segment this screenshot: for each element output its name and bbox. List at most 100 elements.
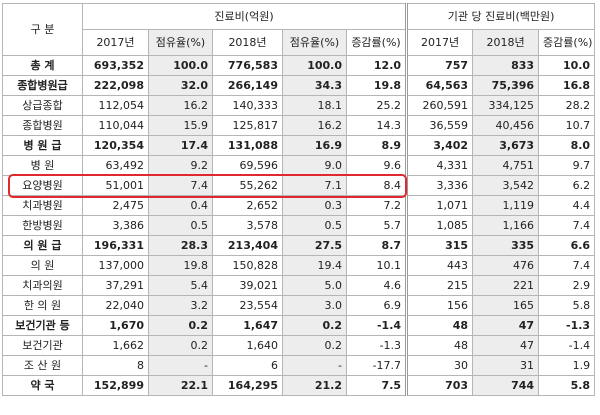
table-cell: 48 [405,335,474,356]
table-cell: 165 [472,295,540,316]
table-cell: 335 [472,235,540,256]
table-cell: 28.2 [538,95,596,116]
row-label: 병 원 급 [2,135,83,156]
table-cell: 137,000 [82,255,149,276]
table-cell: 4.4 [538,195,596,216]
table-cell: 5.8 [538,375,596,396]
table-cell: 19.8 [148,255,213,276]
row-label: 보건기관 [2,335,83,356]
row-label: 종합병원 [2,115,83,136]
table-cell: 3.0 [282,295,347,316]
table-row: 병 원 63,492 9.2 69,596 9.0 9.6 4,331 4,751 9.7 [2,155,596,176]
table-cell: 215 [405,275,474,296]
table-cell: 222,098 [82,75,149,96]
table-cell: 0.2 [148,335,213,356]
table-cell: 2,652 [212,195,283,216]
row-label: 한 의 원 [2,295,83,316]
table-cell: 10.0 [538,55,596,76]
table-cell: -1.4 [345,315,408,336]
table-row: 의 원 137,000 19.8 150,828 19.4 10.1 443 476 7.4 [2,255,596,276]
row-label: 치과의원 [2,275,83,296]
table-cell: 112,054 [82,95,149,116]
table-cell: 34.3 [282,75,347,96]
table-cell: 6.2 [538,175,596,196]
table-cell: 16.8 [538,75,596,96]
row-label: 보건기관 등 [2,315,83,336]
table-row: 조 산 원 8-6- -17.7 30 31 1.9 [2,355,596,376]
table-cell: 0.2 [282,335,347,356]
col-header-share-2018: 점유율(%) [282,29,347,56]
table-cell: 156 [405,295,474,316]
row-label: 약 국 [2,375,83,396]
table-cell: 16.2 [148,95,213,116]
row-label: 상급종합 [2,95,83,116]
table-cell: -17.7 [345,355,408,376]
table-cell: 7.4 [148,175,213,196]
table-row: 보건기관 등 1,670 0.2 1,647 0.2 -1.4 48 47 -1.3 [2,315,596,336]
col-header-share-2017: 점유율(%) [148,29,213,56]
table-cell: 10.7 [538,115,596,136]
table-cell: 1,662 [82,335,149,356]
row-label: 의 원 [2,255,83,276]
table-cell: 3,402 [405,135,474,156]
table-cell: 19.4 [282,255,347,276]
table-cell: 31 [472,355,540,376]
statistics-table-container: 구 분 진료비(억원) 기관 당 진료비(백만원) 2017년 점유율(%) 2… [2,3,596,396]
table-cell: 3,578 [212,215,283,236]
row-label: 의 원 급 [2,235,83,256]
table-cell: 3,336 [405,175,474,196]
table-cell: 703 [405,375,474,396]
table-cell: 30 [405,355,474,376]
table-cell: 8.0 [538,135,596,156]
table-cell: 6.9 [345,295,408,316]
col-header-per-2017: 2017년 [405,29,474,56]
table-cell: 15.9 [148,115,213,136]
table-body: 총 계 693,352 100.0 776,583 100.0 12.0 757 833 10.… [2,55,596,396]
table-cell: 16.2 [282,115,347,136]
row-label: 요양병원 [2,175,83,196]
table-cell: 23,554 [212,295,283,316]
table-cell: - [148,355,213,376]
table-row: 종합병원 110,044 15.9 125,817 16.2 14.3 36,559 40,4… [2,115,596,136]
table-cell: 776,583 [212,55,283,76]
table-cell: 131,088 [212,135,283,156]
table-cell: 6.6 [538,235,596,256]
table-cell: 7.1 [282,175,347,196]
table-cell: 47 [472,335,540,356]
row-category-header: 구 분 [2,3,83,56]
table-cell: 69,596 [212,155,283,176]
table-cell: 213,404 [212,235,283,256]
medical-cost-table: 구 분 진료비(억원) 기관 당 진료비(백만원) 2017년 점유율(%) 2… [2,3,596,396]
table-cell: 1,085 [405,215,474,236]
table-cell: 1,166 [472,215,540,236]
table-cell: 40,456 [472,115,540,136]
table-cell: 1,670 [82,315,149,336]
table-cell: 7.5 [345,375,408,396]
row-label: 총 계 [2,55,83,76]
col-header-2018: 2018년 [212,29,283,56]
table-cell: 0.2 [148,315,213,336]
table-cell: 8.4 [345,175,408,196]
table-cell: 693,352 [82,55,149,76]
table-row: 약 국 152,899 22.1 164,295 21.2 7.5 703 744 5.8 [2,375,596,396]
table-cell: 100.0 [148,55,213,76]
table-row: 상급종합 112,054 16.2 140,333 18.1 25.2 260,591 334… [2,95,596,116]
table-row: 치과의원 37,291 5.4 39,021 5.0 4.6 215 221 2.9 [2,275,596,296]
table-cell: - [282,355,347,376]
group-header-cost: 진료비(억원) [81,3,408,30]
table-cell: 334,125 [472,95,540,116]
table-cell: 2.9 [538,275,596,296]
table-cell: 757 [405,55,474,76]
table-row: 치과병원 2,475 0.4 2,652 0.3 7.2 1,071 1,119 4.4 [2,195,596,216]
table-cell: 27.5 [282,235,347,256]
table-cell: 0.3 [282,195,347,216]
table-cell: 39,021 [212,275,283,296]
table-cell: 2,475 [82,195,149,216]
table-row: 의 원 급 196,331 28.3 213,404 27.5 8.7 315 335 6.6 [2,235,596,256]
table-cell: 260,591 [405,95,474,116]
table-cell: 28.3 [148,235,213,256]
table-cell: 21.2 [282,375,347,396]
table-cell: 3,542 [472,175,540,196]
table-cell: 1,640 [212,335,283,356]
table-cell: 19.8 [345,75,408,96]
